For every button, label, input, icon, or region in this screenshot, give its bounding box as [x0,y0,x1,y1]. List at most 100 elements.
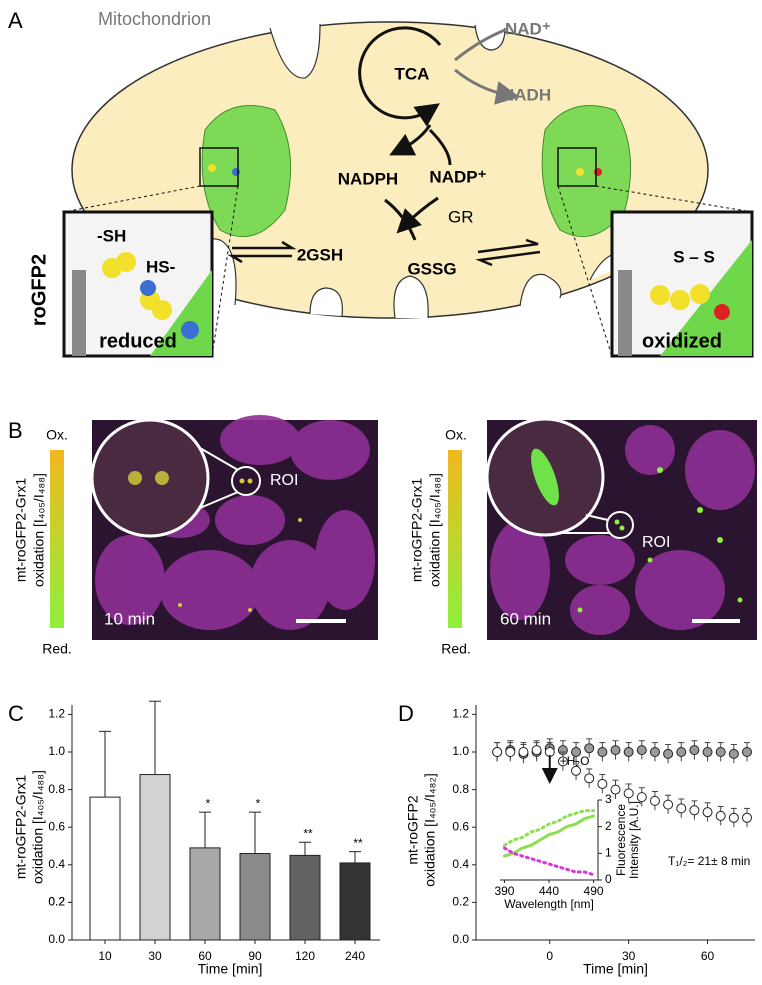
y-label: Intensity [A.U.] [627,801,641,879]
state-label: reduced [99,330,177,352]
point [610,784,621,795]
treatment-label: +H₂O [560,754,590,768]
arrow [454,28,506,62]
colorbar [50,450,64,628]
point [584,773,595,784]
y-tick-label: 0.0 [48,932,65,946]
point [663,748,674,759]
significance: * [256,796,261,810]
point [702,807,713,818]
x-tick-label: 30 [148,949,162,963]
point [715,810,726,821]
y-tick-label: 0.2 [48,895,65,909]
y-label: oxidation [I₄₀₅/I₄₈₈] [427,473,443,587]
point [742,747,752,757]
point [636,745,647,756]
y-label: oxidation [I₄₀₅/I₄₈₈] [31,473,47,587]
y-tick-label: 0.8 [452,782,469,796]
y-tick-label: 0.2 [452,895,469,909]
arrow [454,68,520,105]
nadp-label: NADP⁺ [429,167,486,186]
time-label: 10 min [104,609,155,628]
y-tick-label: 0.4 [48,857,65,871]
point [584,743,595,754]
gssg-label: GSSG [407,259,456,278]
zoom-reduced [62,210,214,358]
arrow [428,128,452,166]
point [728,812,739,823]
arrow [384,198,417,241]
y-label: mt-roGFP2 [405,795,421,864]
thiol-label: HS- [146,257,175,276]
mitochondrion [71,21,709,319]
bar [189,847,221,941]
colorbar [448,450,462,628]
roi-label: ROI [270,472,298,489]
x-tick-label: 90 [248,949,262,963]
significance: ** [353,836,363,850]
point [597,747,608,757]
gsh-label: 2GSH [297,245,343,264]
x-tick-label: 30 [622,949,636,963]
point [715,747,726,757]
bar [289,854,321,941]
time-label: 60 min [500,609,551,628]
point [623,788,634,799]
zoom-box [199,147,239,187]
point [702,747,713,757]
x-tick-label: 60 [701,949,715,963]
y-tick-label: 0.6 [452,819,469,833]
micrograph [485,417,757,640]
x-label: Time [min] [583,961,648,977]
point [636,792,647,803]
point [649,795,660,806]
y-label: mt-roGFP2-Grx1 [13,478,29,582]
point [676,747,687,757]
colorbar-label: Ox. [445,427,467,443]
micrograph [90,415,378,640]
y-tick-label: 0.2 [48,895,65,909]
point [571,765,582,776]
y-label: Fluorescence [614,804,628,876]
colorbar-label: Ox. [46,427,68,443]
bar [89,796,121,941]
compartment-label: Mitochondrion [98,9,211,29]
y-tick-label: 0.0 [452,932,469,946]
bar [339,862,371,941]
disulfide-label: S – S [673,247,715,266]
y-label: mt-roGFP2-Grx1 [13,775,29,879]
point [623,747,634,757]
y-tick-label: 1.0 [48,744,65,758]
x-tick-label: 10 [98,949,112,963]
point [571,747,582,757]
thiol-label: -SH [97,226,126,245]
point [649,747,660,757]
spectrum [502,809,596,847]
x-tick-label: 60 [198,949,212,963]
y-label: oxidation [I₄₀₅/I₄₈₂] [422,773,438,887]
half-time: T₁/₂= 21± 8 min [668,854,750,868]
tca-label: TCA [395,64,430,83]
y-tick-label: 1.2 [452,707,469,721]
zoom-lines [63,185,753,357]
colorbar-label: Red. [441,641,471,657]
panel-label: B [8,418,23,443]
bar [139,774,171,941]
colorbar-label: Red. [42,641,72,657]
point [689,805,700,816]
panel-label: C [8,701,24,726]
point [676,803,687,814]
y-tick-label: 0.4 [452,857,469,871]
panel-label: A [8,8,23,33]
gr-label: GR [448,207,474,226]
y-tick-label: 1.0 [452,744,469,758]
point [728,748,739,759]
equilibrium-arrows [227,238,541,267]
protein-label: roGFP2 [28,254,50,326]
state-label: oxidized [642,330,722,352]
y-tick-label: 0.6 [48,819,65,833]
roi-label: ROI [642,534,670,551]
significance: ** [303,826,313,840]
y-tick-label: 0 [605,872,612,886]
point [742,812,752,823]
